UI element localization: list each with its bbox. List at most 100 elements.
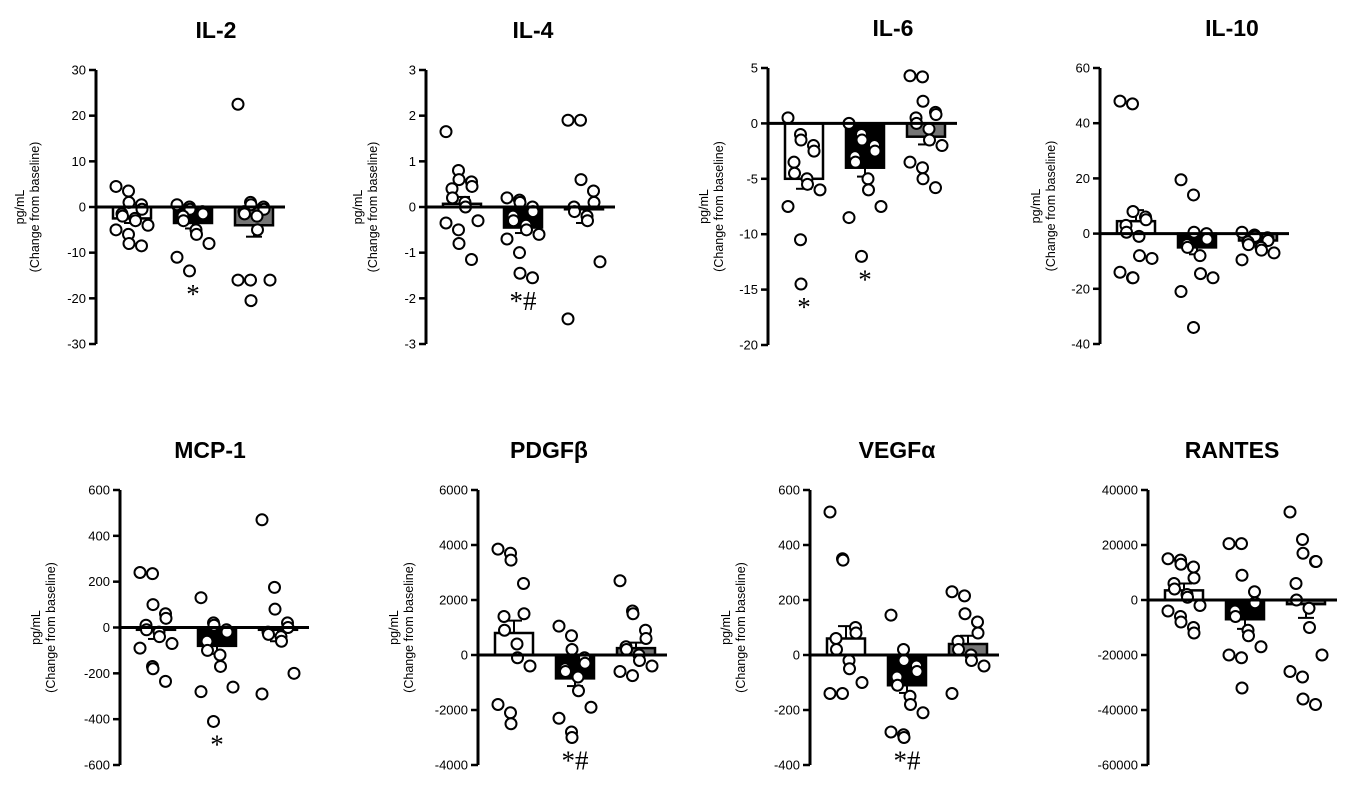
data-point bbox=[504, 553, 518, 567]
data-point bbox=[842, 211, 856, 225]
data-point bbox=[781, 111, 795, 125]
data-point bbox=[807, 144, 821, 158]
data-point bbox=[813, 183, 827, 197]
data-point bbox=[836, 687, 849, 700]
data-point bbox=[214, 659, 227, 673]
data-point bbox=[1235, 253, 1249, 267]
data-point bbox=[1235, 568, 1249, 582]
y-tick-label: 30 bbox=[72, 63, 86, 78]
data-point bbox=[201, 643, 214, 657]
data-point bbox=[565, 731, 579, 744]
data-point bbox=[574, 173, 588, 187]
y-axis-label: pg/mL(Change from baseline) bbox=[1029, 141, 1058, 272]
data-point bbox=[929, 181, 942, 195]
data-point bbox=[916, 706, 930, 720]
data-point bbox=[116, 209, 129, 223]
panel-title: IL-10 bbox=[1205, 15, 1259, 41]
data-point bbox=[190, 227, 203, 241]
data-point bbox=[159, 674, 172, 688]
data-point bbox=[552, 711, 566, 725]
y-tick-label: 20 bbox=[1076, 171, 1090, 186]
data-point bbox=[904, 698, 917, 711]
y-tick-label: -20000 bbox=[1098, 648, 1138, 663]
data-point bbox=[122, 184, 135, 198]
data-point bbox=[1174, 615, 1188, 629]
data-point bbox=[146, 598, 160, 612]
panel-title: IL-6 bbox=[873, 15, 914, 41]
data-point bbox=[613, 574, 627, 588]
data-point bbox=[153, 630, 166, 644]
data-point bbox=[829, 632, 843, 645]
data-point bbox=[645, 659, 659, 673]
data-point bbox=[526, 271, 539, 285]
data-point bbox=[574, 113, 587, 127]
y-axis-label-line2: (Change from baseline) bbox=[1044, 141, 1058, 272]
data-point bbox=[471, 214, 485, 228]
significance-mark: *# bbox=[562, 746, 590, 776]
data-point bbox=[194, 685, 208, 699]
data-point bbox=[196, 207, 210, 221]
data-point bbox=[849, 626, 863, 640]
y-tick-label: 600 bbox=[88, 483, 110, 498]
significance-mark: *# bbox=[510, 286, 538, 316]
data-point bbox=[903, 69, 917, 83]
data-point bbox=[207, 618, 221, 632]
data-point bbox=[465, 253, 478, 267]
data-point bbox=[504, 706, 517, 720]
data-point bbox=[255, 513, 269, 527]
y-axis-label: pg/mL(Change from baseline) bbox=[697, 141, 726, 272]
data-point bbox=[801, 177, 814, 191]
y-tick-label: 3 bbox=[409, 63, 416, 78]
y-tick-label: 0 bbox=[1083, 226, 1090, 241]
data-point bbox=[868, 144, 882, 158]
data-point bbox=[836, 553, 850, 567]
y-tick-label: 200 bbox=[778, 593, 800, 608]
data-point bbox=[626, 607, 640, 621]
data-point bbox=[213, 648, 227, 662]
data-point bbox=[620, 643, 633, 656]
significance-mark: * bbox=[210, 729, 224, 759]
data-point bbox=[504, 717, 518, 731]
data-point bbox=[945, 585, 959, 599]
data-point bbox=[1222, 648, 1236, 662]
data-point bbox=[1113, 94, 1127, 108]
data-point bbox=[1302, 601, 1316, 615]
data-point bbox=[1229, 610, 1242, 623]
data-point bbox=[1174, 173, 1188, 187]
data-point bbox=[165, 637, 179, 651]
y-tick-label: -10 bbox=[67, 245, 86, 260]
y-tick-label: 40000 bbox=[1102, 483, 1138, 498]
y-tick-label: -200 bbox=[84, 666, 110, 681]
y-tick-label: 400 bbox=[778, 538, 800, 553]
data-point bbox=[439, 216, 453, 230]
data-point bbox=[183, 264, 196, 278]
data-point bbox=[1187, 560, 1200, 574]
y-axis-label-line1: pg/mL bbox=[351, 190, 365, 225]
data-point bbox=[268, 602, 282, 616]
data-point bbox=[263, 273, 277, 287]
data-point bbox=[929, 108, 943, 122]
data-point bbox=[446, 191, 459, 205]
data-point bbox=[1206, 271, 1220, 285]
y-tick-label: 400 bbox=[88, 528, 110, 543]
y-tick-label: 200 bbox=[88, 574, 110, 589]
data-point bbox=[194, 591, 208, 605]
data-point bbox=[532, 227, 546, 241]
data-point bbox=[794, 233, 807, 247]
data-point bbox=[916, 70, 929, 84]
data-point bbox=[109, 223, 123, 237]
panel-title: IL-4 bbox=[513, 17, 554, 43]
y-tick-label: -3 bbox=[404, 337, 416, 352]
data-point bbox=[1126, 97, 1139, 111]
significance-mark: *# bbox=[894, 746, 922, 776]
data-point bbox=[1187, 188, 1200, 202]
panel-title: IL-2 bbox=[196, 17, 237, 43]
data-point bbox=[1248, 585, 1261, 599]
data-point bbox=[498, 623, 511, 637]
data-point bbox=[1174, 285, 1188, 299]
y-tick-label: -2000 bbox=[435, 703, 468, 718]
data-point bbox=[129, 214, 142, 228]
data-point bbox=[1126, 205, 1140, 219]
data-point bbox=[146, 662, 160, 676]
data-point bbox=[517, 577, 530, 590]
